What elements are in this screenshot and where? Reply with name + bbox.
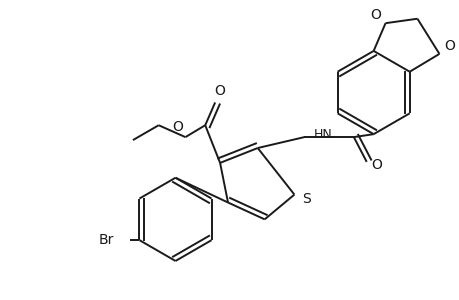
Text: O: O bbox=[214, 84, 225, 98]
Text: HN: HN bbox=[313, 128, 332, 141]
Text: O: O bbox=[443, 39, 454, 53]
Text: O: O bbox=[172, 120, 183, 134]
Text: O: O bbox=[369, 8, 380, 22]
Text: Br: Br bbox=[98, 233, 113, 247]
Text: O: O bbox=[370, 158, 381, 172]
Text: S: S bbox=[301, 191, 310, 206]
